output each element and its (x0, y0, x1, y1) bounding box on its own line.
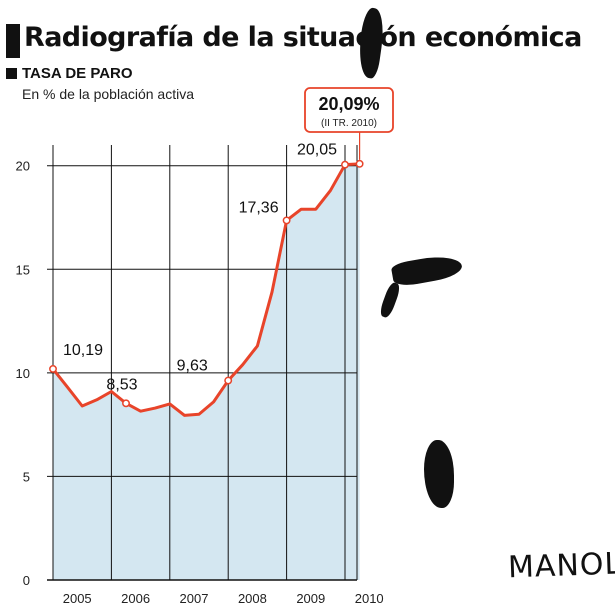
x-tick-label: 2010 (355, 591, 384, 606)
subtitle-marker (6, 68, 17, 79)
data-label: 9,63 (177, 358, 208, 375)
data-point-marker (282, 216, 291, 225)
callout-value: 20,09% (318, 94, 379, 114)
data-point-marker (341, 160, 349, 169)
x-tick-label: 2007 (180, 591, 209, 606)
title-bar-marker (6, 24, 20, 58)
ink-blot (424, 440, 454, 508)
y-tick-label: 20 (16, 159, 30, 174)
data-label: 20,05 (297, 142, 337, 159)
page-title: Radiografía de la situación económica (24, 22, 582, 53)
series-line (51, 162, 360, 417)
callout-note: (II TR. 2010) (321, 118, 377, 129)
y-tick-label: 5 (23, 469, 30, 484)
x-tick-label: 2009 (296, 591, 325, 606)
y-tick-label: 15 (16, 262, 30, 277)
x-tick-label: 2005 (63, 591, 92, 606)
data-label: 10,19 (63, 342, 103, 359)
data-label: 17,36 (239, 199, 279, 216)
x-tick-label: 2008 (238, 591, 267, 606)
y-tick-label: 10 (16, 366, 30, 381)
data-point-marker (355, 159, 364, 168)
cartoon-signature: MANOLO (507, 545, 615, 586)
unit-label: En % de la población activa (22, 86, 194, 102)
data-point-marker (224, 376, 233, 385)
y-tick-label: 0 (23, 573, 30, 588)
data-label: 8,53 (106, 376, 137, 393)
data-point-marker (122, 399, 130, 408)
chart-subtitle: TASA DE PARO (22, 65, 133, 82)
callout-box (304, 87, 394, 133)
data-point-marker (49, 364, 57, 373)
x-tick-label: 2006 (121, 591, 150, 606)
